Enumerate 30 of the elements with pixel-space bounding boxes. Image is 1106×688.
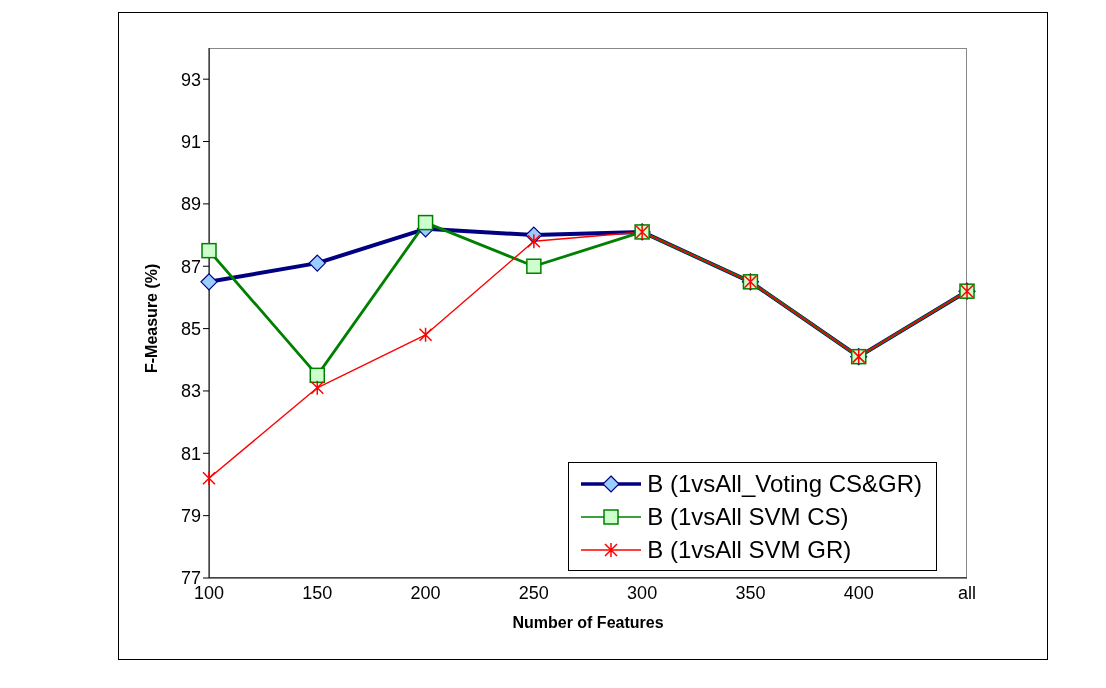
legend-label: B (1vsAll SVM CS) [647, 502, 849, 531]
x-axis-title: Number of Features [512, 614, 664, 631]
point [527, 233, 541, 250]
y-tick-label: 79 [180, 506, 201, 527]
point [417, 214, 434, 231]
point [418, 327, 433, 343]
y-tick-label: 83 [180, 381, 201, 402]
legend-label: B (1vsAll_Voting CS&GR) [647, 469, 922, 498]
point [201, 242, 217, 259]
x-tick-label: 400 [843, 582, 874, 603]
point [309, 367, 326, 384]
x-tick-label: 150 [302, 582, 333, 603]
x-tick-label: 350 [735, 582, 766, 603]
point [526, 258, 542, 274]
point [200, 273, 218, 291]
y-tick-label: 81 [180, 443, 201, 464]
x-tick-label: all [957, 582, 977, 603]
y-tick-label: 93 [180, 69, 201, 90]
point [308, 254, 326, 272]
y-axis-title: F-Measure (%) [142, 263, 160, 373]
point [310, 380, 325, 396]
y-tick-label: 85 [180, 318, 201, 339]
y-tick-label: 91 [180, 131, 201, 152]
legend-label: B (1vsAll SVM GR) [647, 535, 852, 564]
y-tick-label: 87 [180, 256, 201, 277]
x-tick-label: 200 [410, 582, 441, 603]
x-tick-label: 250 [518, 582, 549, 603]
y-tick-label: 89 [180, 194, 201, 215]
point [202, 470, 216, 486]
x-tick-label: 300 [627, 582, 658, 603]
